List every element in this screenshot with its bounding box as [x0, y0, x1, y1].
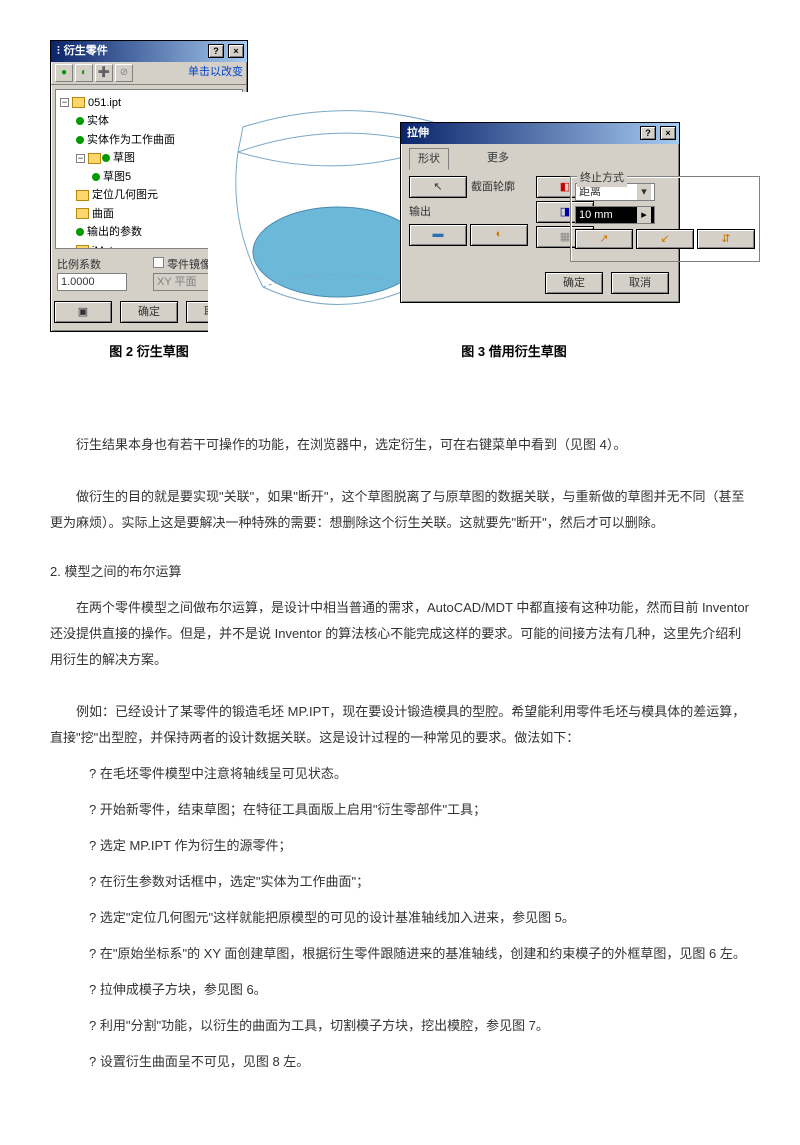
- termination-label: 终止方式: [577, 170, 627, 187]
- window-title: 衍生零件: [64, 43, 108, 60]
- figure-3: 拉伸 ? × 形状 更多 ↖ 截面轮廓: [288, 92, 680, 362]
- figure-3-caption: 图 3 借用衍生草图: [461, 342, 566, 362]
- paragraph: 例如：已经设计了某零件的锻造毛坯 MP.IPT，现在要设计锻造模具的型腔。希望能…: [50, 699, 750, 751]
- ok-button[interactable]: 确定: [545, 272, 603, 294]
- status-icon[interactable]: ➕: [95, 64, 113, 82]
- tree-item[interactable]: 实体作为工作曲面: [87, 132, 175, 149]
- section-heading: 2. 模型之间的布尔运算: [50, 562, 750, 582]
- tab-more[interactable]: 更多: [479, 148, 517, 171]
- dir-mid-button[interactable]: ⇵: [697, 229, 755, 249]
- step-item: ? 选定"定位几何图元"这样就能把原模型的可见的设计基准轴线加入进来，参见图 5…: [50, 905, 750, 931]
- scale-input[interactable]: 1.0000: [57, 273, 127, 291]
- panel-row: ↖ 截面轮廓 输出 ▬ ◐ ◧ ◨ ▦: [401, 170, 679, 266]
- tree-item[interactable]: iMate: [92, 243, 119, 249]
- mirror-label: 零件镜像: [167, 259, 211, 271]
- tree-item[interactable]: 曲面: [92, 206, 114, 223]
- output-solid-button[interactable]: ▬: [409, 224, 467, 246]
- figures-row: ⫶ 衍生零件 ? × ● ◐ ➕ ⊘ 单击以改变 −051.ipt 实体: [50, 40, 750, 362]
- status-dot-icon: [76, 136, 84, 144]
- window-icon: ⫶: [57, 43, 60, 60]
- step-item: ? 在衍生参数对话框中，选定"实体为工作曲面"；: [50, 869, 750, 895]
- paragraph: 在两个零件模型之间做布尔运算，是设计中相当普通的需求，AutoCAD/MDT 中…: [50, 595, 750, 673]
- figure-2-caption: 图 2 衍生草图: [109, 342, 188, 362]
- dir-2-button[interactable]: ↙: [636, 229, 694, 249]
- status-dot-icon: [92, 173, 100, 181]
- output-label: 输出: [409, 204, 528, 221]
- help-button[interactable]: ?: [640, 126, 656, 140]
- ok-button[interactable]: 确定: [120, 301, 178, 323]
- status-dot-icon: [76, 117, 84, 125]
- titlebar: 拉伸 ? ×: [401, 123, 679, 144]
- paragraph: 做衍生的目的就是要实现"关联"，如果"断开"，这个草图脱离了与原草图的数据关联，…: [50, 484, 750, 536]
- paragraph: 衍生结果本身也有若干可操作的功能，在浏览器中，选定衍生，可在右键菜单中看到（见图…: [50, 432, 750, 458]
- options-button[interactable]: ▣: [54, 301, 112, 323]
- status-dot-icon: [102, 154, 110, 162]
- tab-shape[interactable]: 形状: [409, 148, 449, 171]
- steps-list: ? 在毛坯零件模型中注意将轴线呈可见状态。 ? 开始新零件，结束草图；在特征工具面…: [50, 761, 750, 1075]
- titlebar: ⫶ 衍生零件 ? ×: [51, 41, 247, 62]
- dialog-buttons: 确定 取消: [401, 266, 679, 302]
- tree-item[interactable]: 草图5: [103, 169, 131, 186]
- tree-item[interactable]: 实体: [87, 113, 109, 130]
- status-icon[interactable]: ◐: [75, 64, 93, 82]
- profile-select-button[interactable]: ↖: [409, 176, 467, 198]
- dir-1-button[interactable]: ↗: [575, 229, 633, 249]
- distance-input[interactable]: 10 mm▸: [575, 206, 655, 224]
- tree-item[interactable]: 定位几何图元: [92, 187, 158, 204]
- body-text: 衍生结果本身也有若干可操作的功能，在浏览器中，选定衍生，可在右键菜单中看到（见图…: [50, 432, 750, 1076]
- help-button[interactable]: ?: [208, 44, 224, 58]
- status-icon[interactable]: ●: [55, 64, 73, 82]
- mirror-checkbox[interactable]: [153, 257, 164, 268]
- step-item: ? 在毛坯零件模型中注意将轴线呈可见状态。: [50, 761, 750, 787]
- window-title: 拉伸: [407, 125, 429, 142]
- step-item: ? 在"原始坐标系"的 XY 面创建草图，根据衍生零件跟随进来的基准轴线，创建和…: [50, 941, 750, 967]
- step-item: ? 利用"分割"功能，以衍生的曲面为工具，切割模子方块，挖出模腔，参见图 7。: [50, 1013, 750, 1039]
- output-surface-button[interactable]: ◐: [470, 224, 528, 246]
- tree-item[interactable]: 输出的参数: [87, 224, 142, 241]
- cancel-button[interactable]: 取消: [611, 272, 669, 294]
- status-icon[interactable]: ⊘: [115, 64, 133, 82]
- hint-text: 单击以改变: [188, 64, 243, 81]
- close-button[interactable]: ×: [228, 44, 244, 58]
- tabs: 形状 更多: [401, 144, 679, 171]
- step-item: ? 选定 MP.IPT 作为衍生的源零件；: [50, 833, 750, 859]
- figure-3-canvas: 拉伸 ? × 形状 更多 ↖ 截面轮廓: [288, 92, 680, 332]
- scale-label: 比例系数: [57, 257, 145, 274]
- tree-item[interactable]: 051.ipt: [88, 95, 121, 112]
- extrude-dialog: 拉伸 ? × 形状 更多 ↖ 截面轮廓: [400, 122, 680, 303]
- step-item: ? 拉伸成模子方块，参见图 6。: [50, 977, 750, 1003]
- profile-label: 截面轮廓: [471, 179, 515, 196]
- toolbar: ● ◐ ➕ ⊘ 单击以改变: [51, 62, 247, 85]
- tree-item[interactable]: 草图: [113, 150, 135, 167]
- termination-group: 终止方式 距离▾ 10 mm▸ ↗ ↙ ⇵: [570, 176, 760, 262]
- close-button[interactable]: ×: [660, 126, 676, 140]
- step-item: ? 设置衍生曲面呈不可见，见图 8 左。: [50, 1049, 750, 1075]
- step-item: ? 开始新零件，结束草图；在特征工具面版上启用"衍生零部件"工具；: [50, 797, 750, 823]
- status-dot-icon: [76, 228, 84, 236]
